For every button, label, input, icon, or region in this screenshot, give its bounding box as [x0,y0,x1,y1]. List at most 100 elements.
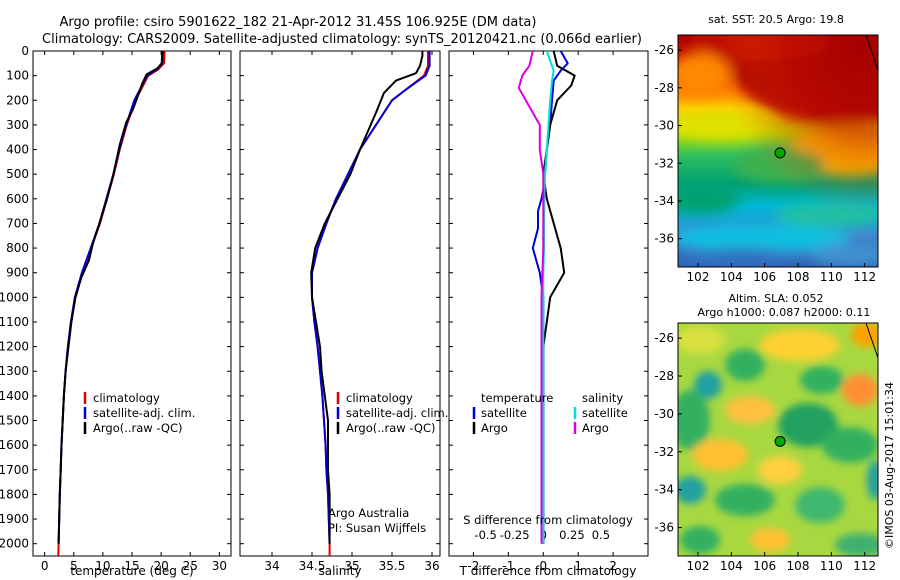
x-tick-label: 0 [41,559,49,573]
depth-tick-label: 1500 [0,414,29,428]
depth-tick-label: 1600 [0,438,29,452]
x-tick-label: 15 [124,559,139,573]
depth-tick-label: 1100 [0,315,29,329]
series-line-argo [310,51,424,544]
temperature-profile-panel: 0100200300400500600700800900100011001200… [0,44,232,578]
temperature-legend: climatology satellite-adj. clim. Argo(..… [83,391,195,435]
series-line-argo [57,50,164,544]
depth-tick-label: 600 [6,192,29,206]
s-tick-label: -0.25 [500,528,530,542]
lat-tick-label: -34 [654,194,674,208]
x-tick-label: 30 [212,559,227,573]
difference-depth-ticks [449,50,648,545]
s-tick-label: 0.5 [592,528,610,542]
lon-tick-label: 106 [753,270,776,284]
lon-tick-label: 104 [720,270,743,284]
legend-label-t-satellite: satellite [481,406,527,420]
depth-tick-label: 1300 [0,364,29,378]
depth-tick-label: 1900 [0,512,29,526]
figure-title-line2: Climatology: CARS2009. Satellite-adjuste… [42,32,642,47]
depth-tick-label: 400 [6,143,29,157]
temperature-axis-label: temperature (deg C) [70,564,193,578]
x-tick-label: -1 [502,559,514,573]
series-line-satellite [57,50,164,544]
argo-position-marker [774,435,786,447]
sst-map-panel: sat. SST: 20.5 Argo: 19.8 102 104 106 108 11… [654,13,879,284]
legend-label-argo: Argo(..raw -QC) [346,421,436,435]
figure-title-line1: Argo profile: csiro 5901622_182 21-Apr-2… [60,15,537,30]
salinity-legend: climatology satellite-adj. clim. Argo(..… [336,391,448,435]
lat-tick-label: -36 [654,232,674,246]
difference-series [517,50,576,544]
legend-label-s-argo: Argo [582,421,609,435]
depth-tick-label: 1800 [0,487,29,501]
depth-tick-label: 800 [6,241,29,255]
series-line-argo [542,50,576,544]
temperature-series [57,50,166,557]
depth-tick-label: 1700 [0,463,29,477]
x-tick-label: 1 [574,559,582,573]
difference-panel: -2 -1 0 1 2 -0.5 -0.25 0 0.25 0.5 S difference f… [448,50,649,578]
lat-tick-label: -32 [654,445,674,459]
legend-label-satellite: satellite-adj. clim. [93,406,195,420]
x-tick-label: 20 [153,559,168,573]
x-tick-label: 35 [344,559,359,573]
difference-legend: temperature salinity satellite Argo sate… [472,391,628,435]
legend-label-s-satellite: satellite [582,406,628,420]
depth-tick-label: 500 [6,167,29,181]
sst-map-title: sat. SST: 20.5 Argo: 19.8 [708,13,844,26]
lon-tick-label: 104 [720,559,743,573]
x-tick-label: 34 [264,559,279,573]
x-tick-label: 36 [424,559,439,573]
sst-map-ticks: 102 104 106 108 110 112 -26 -28 -30 -32 -34 -36 [654,43,876,284]
s-tick-label: 0.25 [559,528,585,542]
sst-map-frame [677,34,879,268]
x-tick-label: 34.5 [299,559,326,573]
salinity-profile-panel: 34 34.5 35 35.5 36 salinity climatology sate… [239,50,448,578]
x-tick-label: 35.5 [379,559,406,573]
legend-title-salinity: salinity [582,391,623,405]
temperature-axis-ticks: 0 5 10 15 20 25 30 [41,51,227,573]
lat-tick-label: -32 [654,156,674,170]
imos-credit: ©IMOS 03-Aug-2017 15:01:34 [883,382,896,549]
legend-label-satellite: satellite-adj. clim. [346,406,448,420]
depth-tick-label: 0 [21,44,29,58]
lat-tick-label: -30 [654,407,674,421]
lon-tick-label: 106 [753,559,776,573]
series-line-s_satellite [542,50,555,544]
legend-label-argo: Argo(..raw -QC) [93,421,183,435]
lat-tick-label: -36 [654,521,674,535]
depth-tick-label: 1400 [0,389,29,403]
sst-heatmap [678,35,878,267]
lon-tick-label: 110 [820,270,843,284]
salinity-depth-ticks [240,50,440,545]
depth-tick-label: 1000 [0,290,29,304]
depth-tick-label: 900 [6,266,29,280]
sla-map-title-line2: Argo h1000: 0.087 h2000: 0.11 [698,306,871,319]
lat-tick-label: -26 [654,43,674,57]
depth-tick-label: 200 [6,93,29,107]
x-tick-label: 10 [95,559,110,573]
pi-label: PI: Susan Wijffels [328,521,426,535]
t-difference-axis-label: T difference from climatology [459,564,637,578]
lat-tick-label: -30 [654,119,674,133]
s-tick-label: -0.5 [474,528,496,542]
sla-map-panel: Altim. SLA: 0.052 Argo h1000: 0.087 h200… [654,292,879,573]
depth-tick-label: 700 [6,216,29,230]
sla-heatmap [678,323,878,556]
depth-tick-label: 300 [6,118,29,132]
s-difference-axis-label: S difference from climatology [463,513,633,527]
series-line-s_argo [517,50,545,544]
depth-tick-label: 2000 [0,537,29,551]
lon-tick-label: 110 [820,559,843,573]
lon-tick-label: 112 [853,270,876,284]
lat-tick-label: -28 [654,369,674,383]
lon-tick-label: 108 [787,559,810,573]
institution-label: Argo Australia [328,506,409,520]
legend-label-climatology: climatology [346,391,413,405]
sla-map-ticks: 102 104 106 108 110 112 -26 -28 -30 -32 -34 -36 [654,331,876,573]
argo-position-marker [774,147,786,159]
lat-tick-label: -34 [654,483,674,497]
depth-axis-ticks: 0 100 200 300 400 500 600 700 800 900 1000 1100 1200… [0,44,231,551]
